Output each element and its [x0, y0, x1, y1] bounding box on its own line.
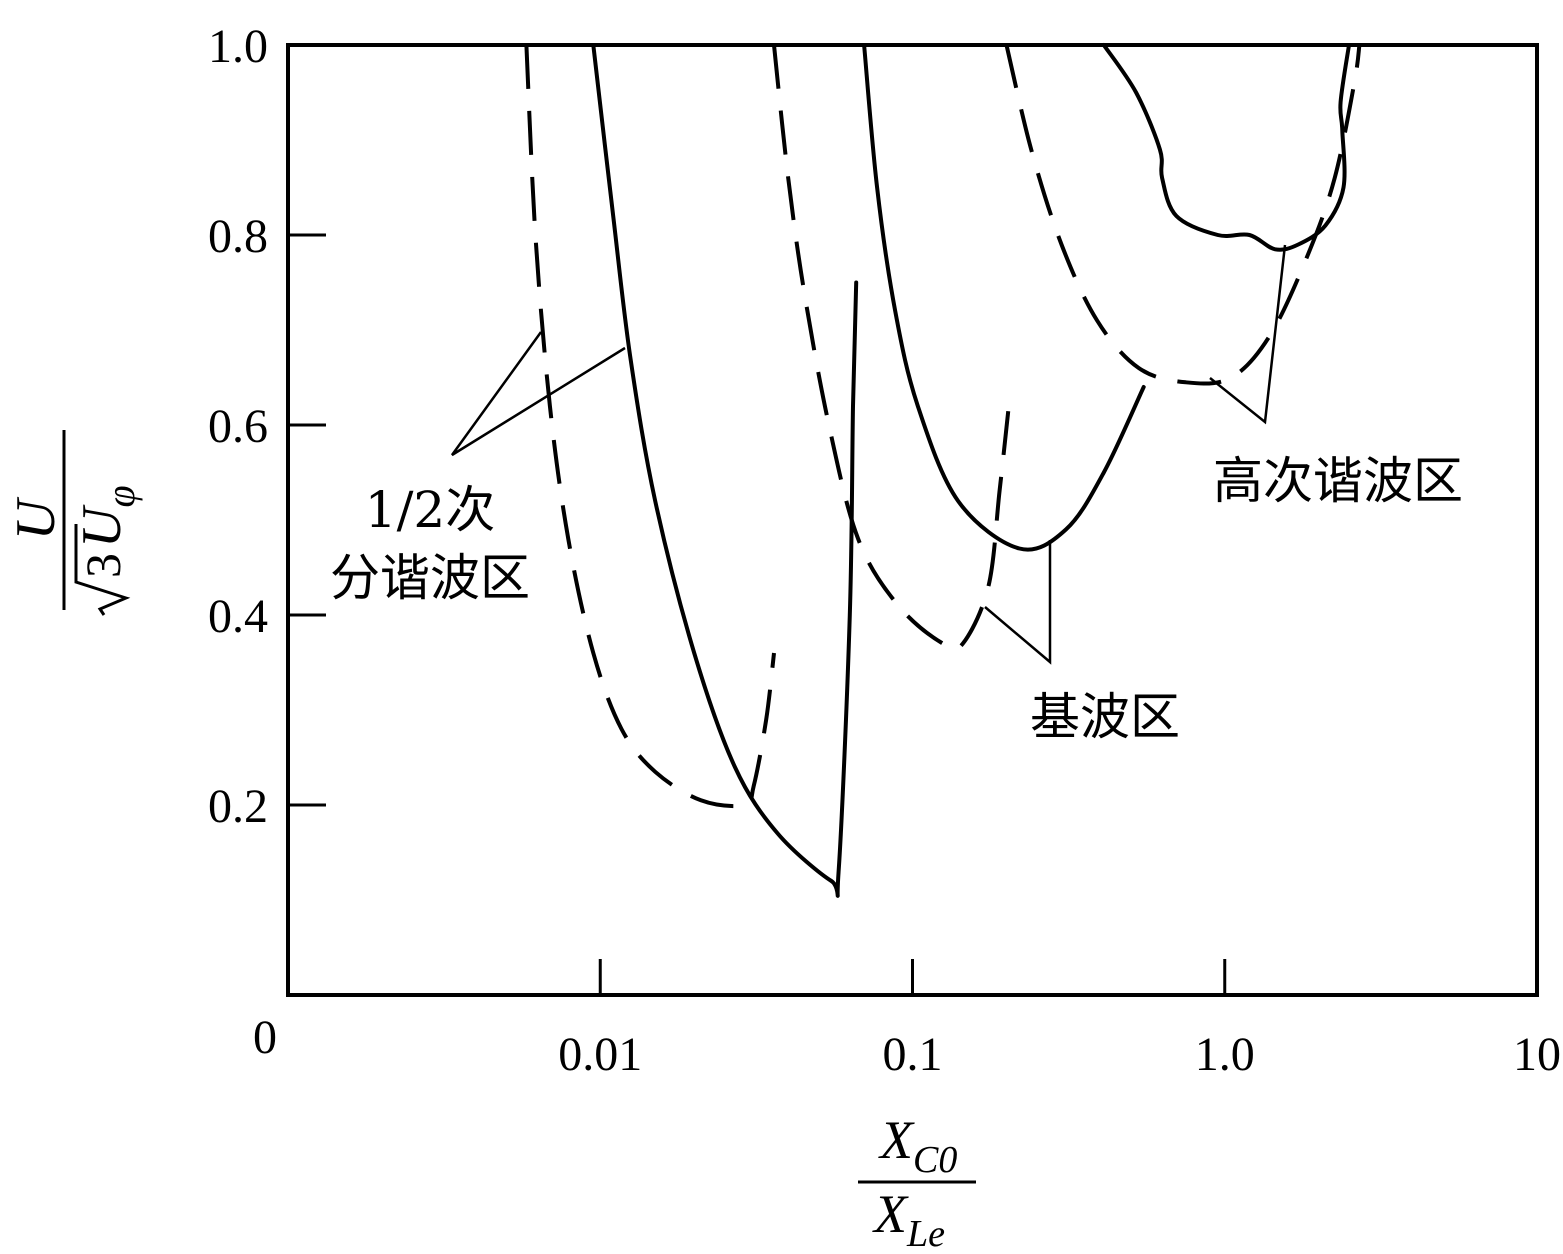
y-label-sqrt-sign	[74, 524, 131, 616]
x-origin-label: 0	[253, 1011, 277, 1064]
series-2-dashed-curve	[524, 44, 776, 809]
leader-lines	[450, 244, 1287, 665]
svg-text:Uφ: Uφ	[71, 485, 143, 548]
label-subharmonic-line2: 分谐波区	[330, 549, 530, 607]
label-harmonic: 高次谐波区	[1213, 452, 1463, 510]
x-label-denominator: X	[872, 1184, 909, 1244]
x-tick-label-2: 0.1	[883, 1028, 943, 1081]
y-label-denominator-sub: φ	[98, 485, 143, 507]
y-tick-label-1: 0.2	[208, 780, 268, 833]
x-label-denominator-sub: Le	[906, 1213, 945, 1254]
x-label-numerator-sub: C0	[913, 1139, 957, 1181]
series-5-solid-curve	[1101, 43, 1351, 252]
series-3-solid-curve	[862, 43, 1146, 552]
series-4-dashed-curve	[772, 44, 1012, 652]
series-6-dashed-curve	[1004, 44, 1362, 386]
svg-text:XC0: XC0	[878, 1110, 957, 1181]
x-tick-label-3: 1.0	[1195, 1028, 1255, 1081]
series-1-solid-curve	[591, 43, 859, 898]
x-tick-label-4: 10	[1513, 1028, 1561, 1081]
y-tick-label-4: 0.8	[208, 210, 268, 263]
x-axis-label: XC0 XLe	[858, 1110, 976, 1254]
leader-line-fundamental	[984, 540, 1052, 665]
x-tick-label-1: 0.01	[558, 1028, 642, 1081]
y-tick-label-3: 0.6	[208, 400, 268, 453]
label-fundamental: 基波区	[1030, 688, 1180, 746]
leader-line-harmonic	[1209, 244, 1287, 425]
leader-line-subharmonic	[450, 331, 626, 457]
svg-text:XLe: XLe	[872, 1184, 945, 1254]
y-label-denominator-coef: 3	[75, 553, 131, 578]
y-axis-label: U 3 Uφ	[5, 430, 143, 616]
ticks-group: 0.01 0.1 1.0 10 0.2 0.4 0.6 0.8 1.0	[208, 20, 1561, 1081]
y-tick-label-2: 0.4	[208, 590, 268, 643]
y-tick-label-5: 1.0	[208, 20, 268, 73]
x-label-numerator: X	[878, 1110, 915, 1170]
y-label-numerator: U	[5, 496, 67, 540]
label-subharmonic-line1: 1/2次	[365, 481, 495, 539]
y-label-denominator: U	[71, 504, 133, 548]
curves-group	[524, 43, 1362, 898]
